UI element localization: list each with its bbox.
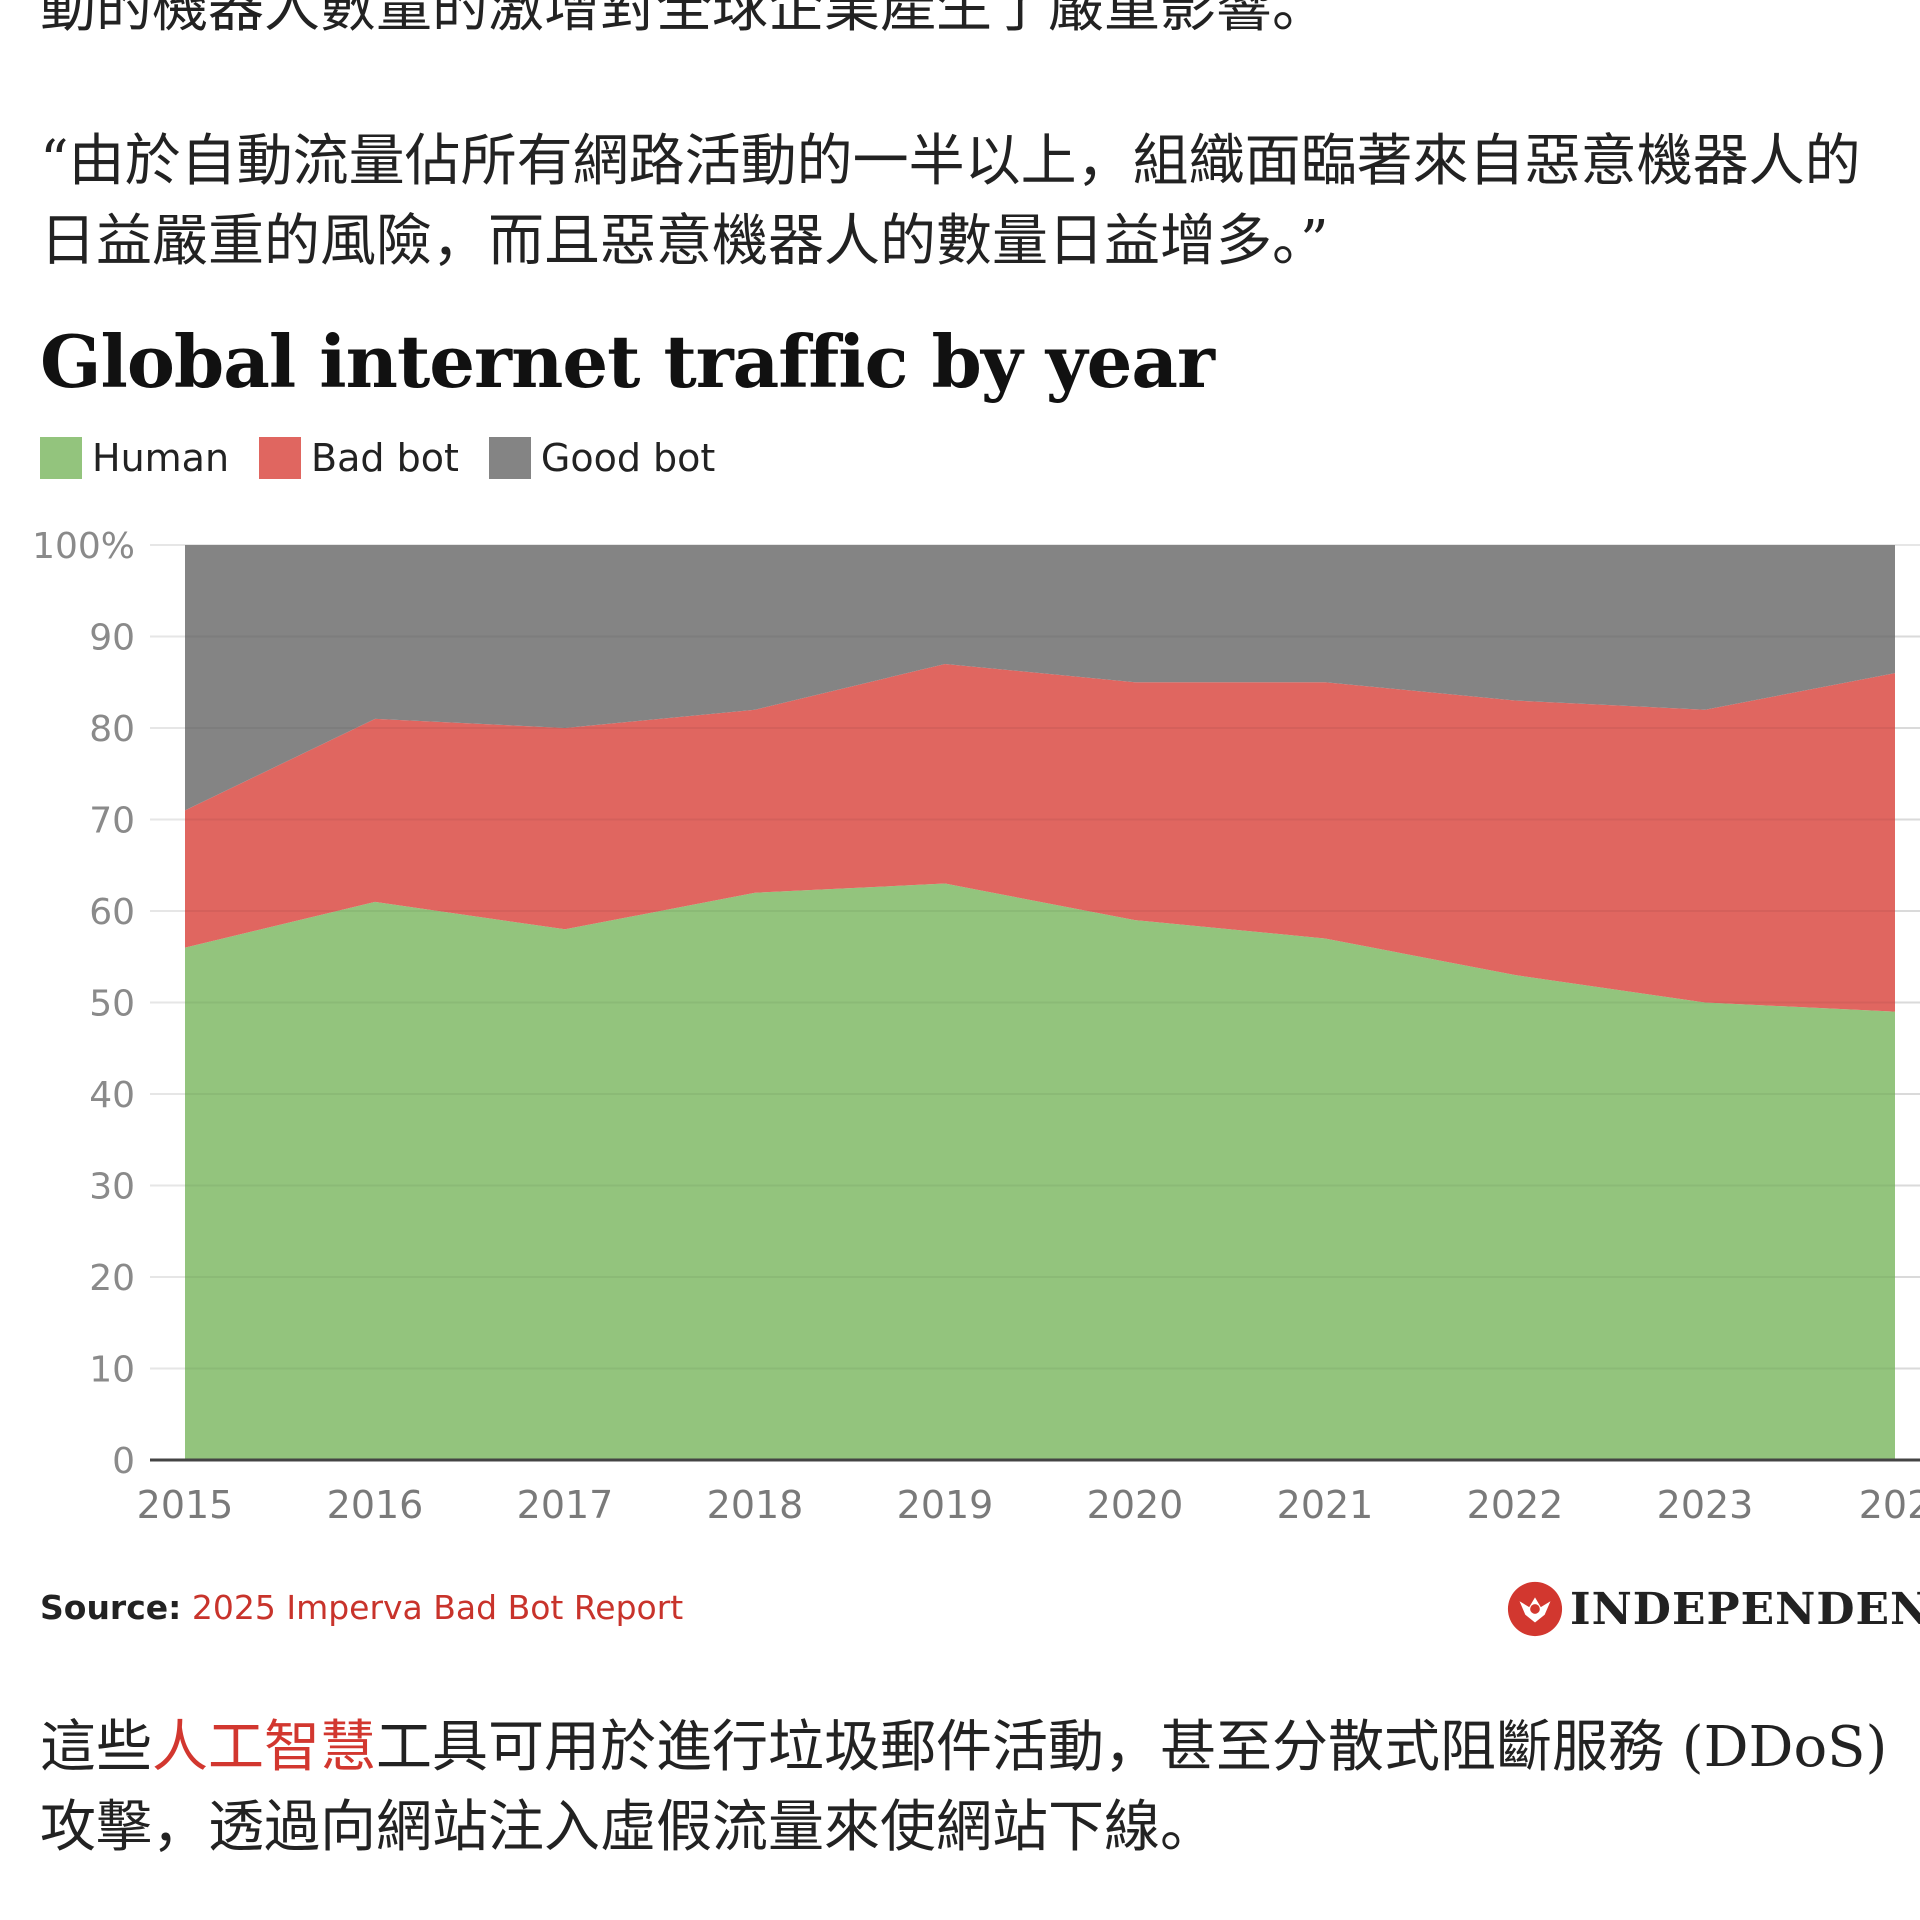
legend-swatch-human [40, 437, 82, 479]
y-tick-label-20: 20 [89, 1258, 135, 1299]
y-tick-label-30: 30 [89, 1167, 135, 1208]
chart-source: Source: 2025 Imperva Bad Bot Report [40, 1588, 683, 1627]
legend-label-bad-bot: Bad bot [311, 436, 459, 480]
bottom-line-2: 攻擊，透過向網站注入虛假流量來使網站下線。 [40, 1795, 1216, 1860]
x-tick-label-2016: 2016 [327, 1483, 424, 1527]
legend-item-good-bot: Good bot [488, 436, 716, 480]
article-quote: “由於自動流量佔所有網路活動的一半以上，組織面臨著來自惡意機器人的 日益嚴重的風… [40, 122, 1861, 282]
eagle-logo-icon [1507, 1581, 1563, 1637]
bottom-line-1: 這些人工智慧工具可用於進行垃圾郵件活動，甚至分散式阻斷服務 (DDoS) [40, 1708, 1887, 1788]
legend-label-human: Human [92, 436, 230, 480]
x-tick-label-2018: 2018 [707, 1483, 804, 1527]
legend-item-human: Human [40, 436, 229, 480]
bottom-line-1-pre: 這些 [40, 1715, 152, 1780]
bottom-line-1-post: 工具可用於進行垃圾郵件活動，甚至分散式阻斷服務 (DDoS) [376, 1715, 1888, 1780]
area-good-bot [185, 545, 1895, 811]
legend-swatch-bad-bot [259, 437, 302, 479]
article-paragraph-bottom: 這些人工智慧工具可用於進行垃圾郵件活動，甚至分散式阻斷服務 (DDoS) 攻擊，… [40, 1708, 1887, 1868]
brand-name: INDEPENDENT [1570, 1583, 1920, 1635]
x-tick-label-2020: 2020 [1087, 1483, 1184, 1527]
y-tick-label-90: 90 [89, 618, 135, 659]
x-tick-label-2017: 2017 [517, 1483, 614, 1527]
y-tick-label-100: 100% [32, 526, 135, 567]
y-tick-label-50: 50 [89, 984, 135, 1025]
x-tick-label-2021: 2021 [1277, 1483, 1374, 1527]
chart-legend: Human Bad bot Good bot [40, 436, 745, 480]
article-paragraph-top: 動的機器人數量的激增對全球企業產生了嚴重影響。” [40, 0, 1329, 40]
legend-swatch-good-bot [488, 437, 531, 479]
y-tick-label-40: 40 [89, 1075, 135, 1116]
source-label: Source: [40, 1588, 182, 1627]
ai-link[interactable]: 人工智慧 [152, 1715, 376, 1780]
legend-label-good-bot: Good bot [540, 436, 716, 480]
area-human [185, 883, 1895, 1460]
y-tick-label-80: 80 [89, 709, 135, 750]
area-bad-bot [185, 663, 1895, 1012]
legend-item-bad-bot: Bad bot [259, 436, 459, 480]
brand: INDEPENDENT [1506, 1580, 1920, 1638]
source-link[interactable]: 2025 Imperva Bad Bot Report [191, 1588, 684, 1627]
quote-line-1: “由於自動流量佔所有網路活動的一半以上，組織面臨著來自惡意機器人的 [40, 129, 1861, 194]
y-tick-label-0: 0 [112, 1441, 135, 1482]
x-tick-label-2019: 2019 [897, 1483, 994, 1527]
chart-plot: 0 10 20 30 40 50 60 70 80 90 100% 2015 2016 2017 2018 2… [32, 526, 1920, 1527]
quote-line-2: 日益嚴重的風險，而且惡意機器人的數量日益增多。” [40, 209, 1329, 274]
x-tick-label-2015: 2015 [137, 1483, 234, 1527]
chart-title: Global internet traffic by year [40, 319, 1215, 404]
y-tick-label-70: 70 [89, 801, 135, 842]
y-tick-label-60: 60 [89, 892, 135, 933]
x-tick-label-2022: 2022 [1467, 1483, 1564, 1527]
x-tick-label-2023: 2023 [1657, 1483, 1754, 1527]
y-tick-label-10: 10 [89, 1350, 135, 1391]
x-tick-label-2024: 202 [1859, 1483, 1920, 1527]
